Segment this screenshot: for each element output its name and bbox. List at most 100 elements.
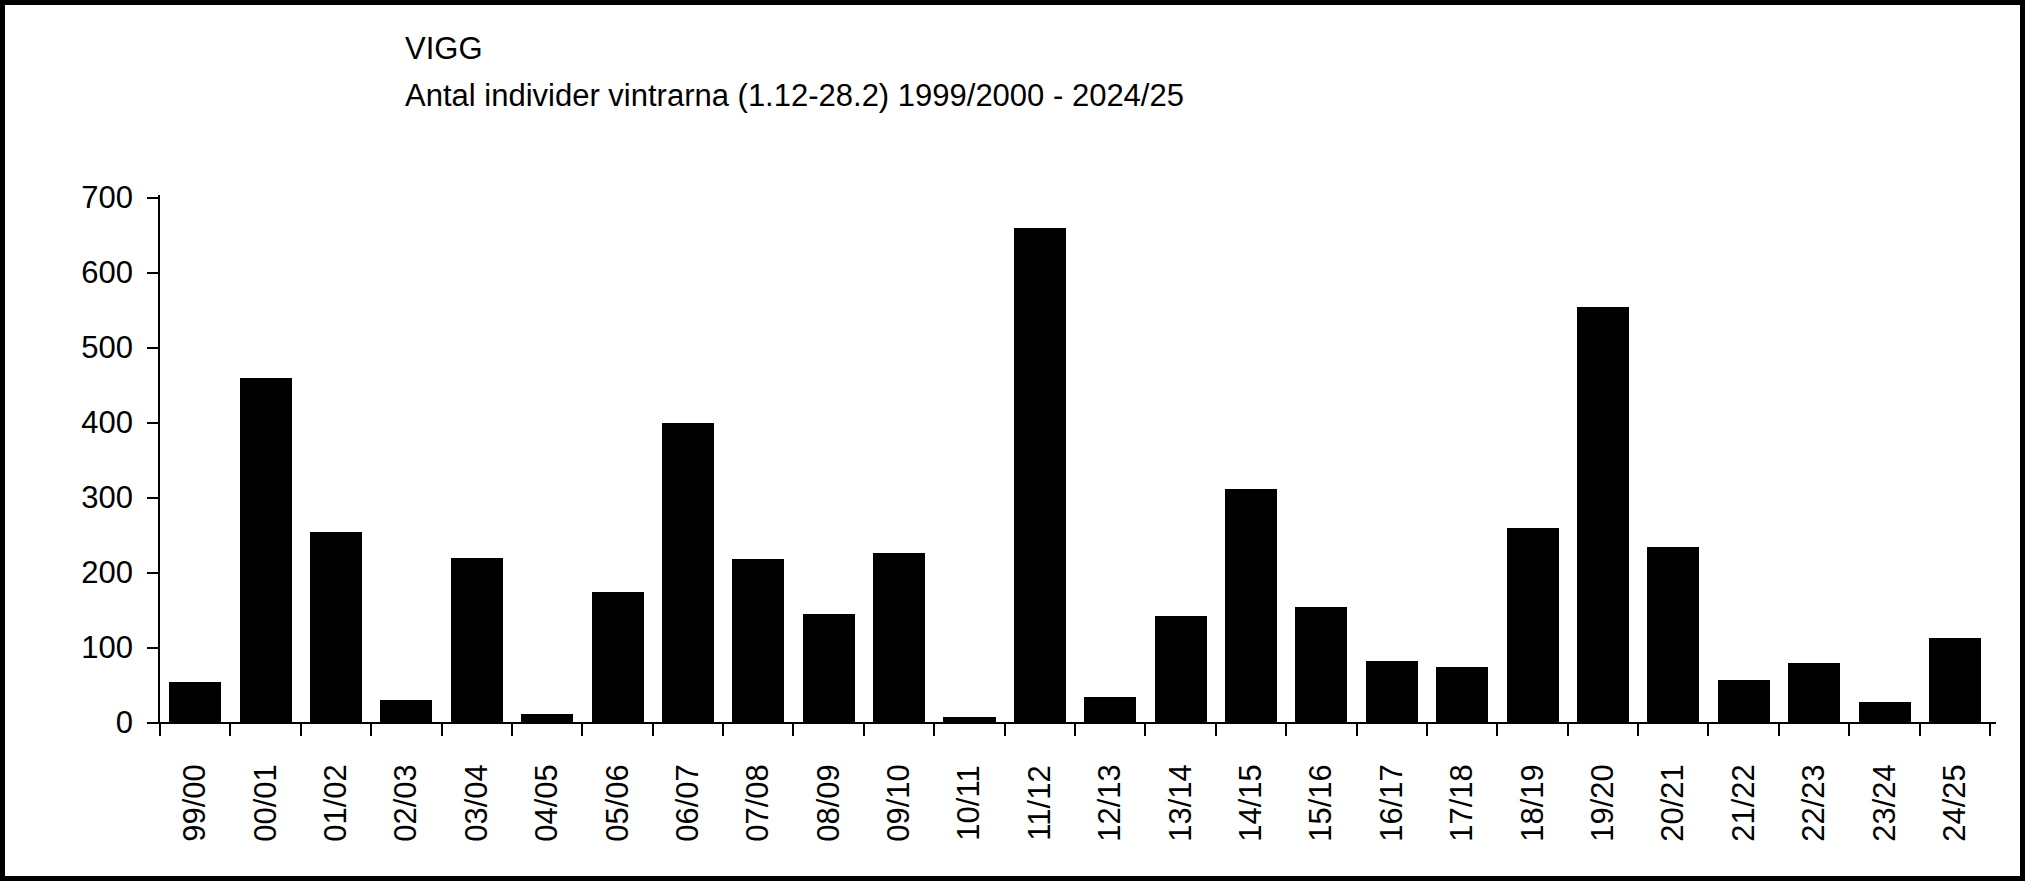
x-label-slot: 24/25 xyxy=(1920,738,1990,868)
x-label-slot: 12/13 xyxy=(1075,738,1145,868)
y-axis-tick-label: 600 xyxy=(23,254,133,292)
x-axis-tick xyxy=(1215,724,1217,736)
bar-20/21 xyxy=(1647,547,1699,723)
x-label-slot: 03/04 xyxy=(442,738,512,868)
bar-17/18 xyxy=(1436,667,1488,723)
x-axis-tick-label: 24/25 xyxy=(1937,764,1973,842)
x-axis-tick-label: 12/13 xyxy=(1092,764,1128,842)
bar-slot xyxy=(723,198,793,723)
bar-22/23 xyxy=(1788,663,1840,723)
x-axis-tick xyxy=(370,724,372,736)
x-label-slot: 11/12 xyxy=(1005,738,1075,868)
y-axis-tick-label: 500 xyxy=(23,329,133,367)
bar-slot xyxy=(582,198,652,723)
bar-09/10 xyxy=(873,553,925,723)
x-axis-tick xyxy=(933,724,935,736)
x-axis-tick xyxy=(792,724,794,736)
bar-slot xyxy=(934,198,1004,723)
bar-16/17 xyxy=(1366,661,1418,723)
x-axis-tick xyxy=(1989,724,1991,736)
bar-10/11 xyxy=(943,717,995,723)
x-axis-tick xyxy=(1004,724,1006,736)
x-axis-tick xyxy=(300,724,302,736)
bar-slot xyxy=(1427,198,1497,723)
x-axis-tick-label: 00/01 xyxy=(248,764,284,842)
x-label-slot: 15/16 xyxy=(1286,738,1356,868)
x-axis-tick-label: 19/20 xyxy=(1585,764,1621,842)
x-label-slot: 07/08 xyxy=(723,738,793,868)
bar-slot xyxy=(1709,198,1779,723)
x-axis-tick xyxy=(652,724,654,736)
x-axis-tick-label: 17/18 xyxy=(1444,764,1480,842)
x-axis-tick xyxy=(863,724,865,736)
bar-03/04 xyxy=(451,558,503,723)
bar-21/22 xyxy=(1718,680,1770,723)
x-axis-tick-labels: 99/0000/0101/0202/0303/0404/0505/0606/07… xyxy=(160,738,1990,868)
bar-slot xyxy=(1497,198,1567,723)
x-axis-tick-label: 04/05 xyxy=(529,764,565,842)
x-axis-tick-label: 07/08 xyxy=(740,764,776,842)
x-label-slot: 04/05 xyxy=(512,738,582,868)
x-axis-tick xyxy=(1144,724,1146,736)
bar-24/25 xyxy=(1929,638,1981,723)
x-axis-tick xyxy=(1567,724,1569,736)
bar-07/08 xyxy=(732,559,784,723)
x-axis-tick-label: 15/16 xyxy=(1303,764,1339,842)
x-label-slot: 17/18 xyxy=(1427,738,1497,868)
bar-14/15 xyxy=(1225,489,1277,723)
x-axis-tick xyxy=(159,724,161,736)
bar-slot xyxy=(160,198,230,723)
bar-04/05 xyxy=(521,714,573,723)
bar-slot xyxy=(1638,198,1708,723)
x-axis-tick-label: 09/10 xyxy=(881,764,917,842)
bar-06/07 xyxy=(662,423,714,723)
x-axis-tick xyxy=(1496,724,1498,736)
x-axis-tick xyxy=(1848,724,1850,736)
y-axis-tick-label: 300 xyxy=(23,479,133,517)
x-axis-tick xyxy=(1426,724,1428,736)
bar-00/01 xyxy=(240,378,292,723)
x-axis-tick xyxy=(1637,724,1639,736)
x-axis-tick xyxy=(511,724,513,736)
x-axis-tick xyxy=(581,724,583,736)
x-axis-tick-label: 23/24 xyxy=(1867,764,1903,842)
bar-slot xyxy=(1357,198,1427,723)
bar-slot xyxy=(1920,198,1990,723)
bar-05/06 xyxy=(592,592,644,723)
bar-slot xyxy=(1286,198,1356,723)
y-axis-tick xyxy=(147,347,159,349)
bar-slot xyxy=(512,198,582,723)
x-axis-tick-label: 14/15 xyxy=(1233,764,1269,842)
x-axis-tick-label: 20/21 xyxy=(1655,764,1691,842)
x-axis-tick xyxy=(1285,724,1287,736)
bar-slot xyxy=(864,198,934,723)
y-axis-tick-label: 400 xyxy=(23,404,133,442)
y-axis-tick xyxy=(147,572,159,574)
x-axis-tick-label: 03/04 xyxy=(459,764,495,842)
y-axis-tick xyxy=(147,272,159,274)
x-label-slot: 10/11 xyxy=(934,738,1004,868)
x-axis-tick-label: 99/00 xyxy=(177,764,213,842)
bar-23/24 xyxy=(1859,702,1911,723)
x-axis-tick-label: 18/19 xyxy=(1515,764,1551,842)
y-axis-tick xyxy=(147,197,159,199)
x-axis-tick-label: 21/22 xyxy=(1726,764,1762,842)
x-axis-tick-label: 16/17 xyxy=(1374,764,1410,842)
bar-slot xyxy=(1145,198,1215,723)
x-axis-tick-label: 10/11 xyxy=(951,765,987,840)
x-label-slot: 16/17 xyxy=(1357,738,1427,868)
y-axis-tick xyxy=(147,497,159,499)
x-axis-tick-label: 11/12 xyxy=(1022,765,1058,840)
x-label-slot: 02/03 xyxy=(371,738,441,868)
x-axis-tick xyxy=(229,724,231,736)
x-axis-tick xyxy=(1356,724,1358,736)
bar-slot xyxy=(794,198,864,723)
bar-15/16 xyxy=(1295,607,1347,723)
bar-slot xyxy=(1005,198,1075,723)
y-axis-tick-label: 200 xyxy=(23,554,133,592)
bar-slot xyxy=(1216,198,1286,723)
bar-slot xyxy=(1568,198,1638,723)
bar-slot xyxy=(1779,198,1849,723)
x-label-slot: 01/02 xyxy=(301,738,371,868)
bar-slot xyxy=(653,198,723,723)
